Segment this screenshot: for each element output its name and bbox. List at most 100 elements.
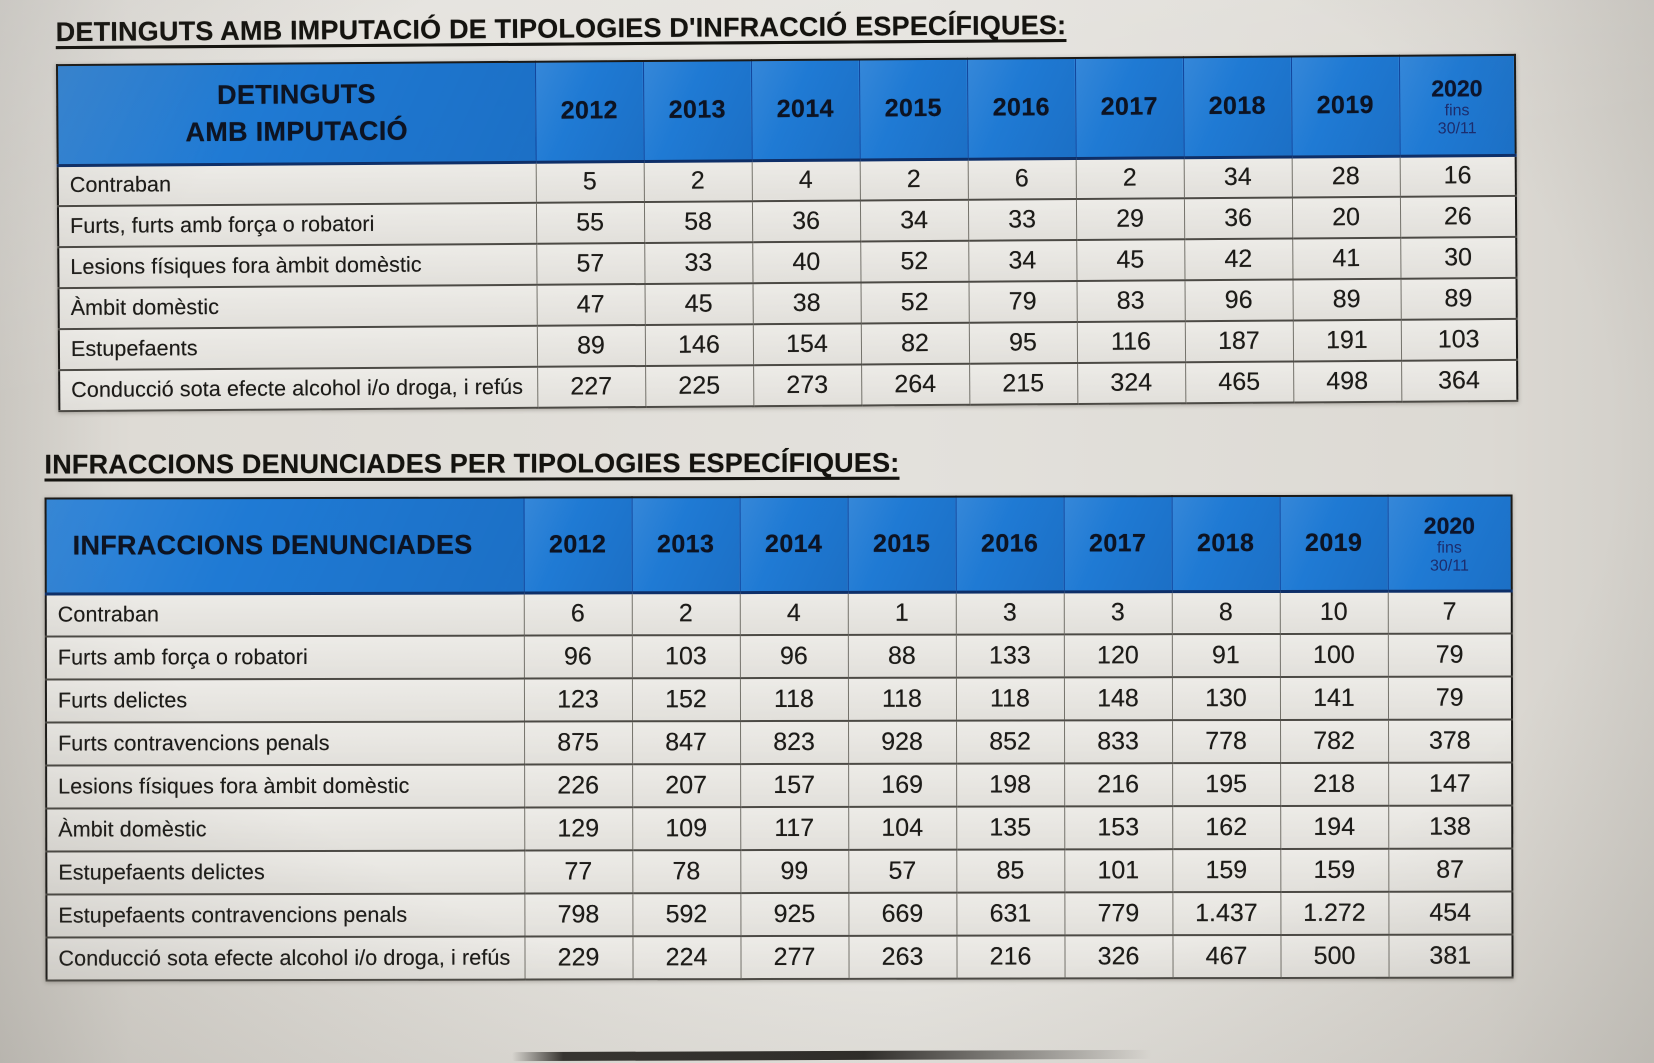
row-label: Contraban <box>57 161 536 207</box>
value-cell: 823 <box>740 720 849 765</box>
value-cell: 779 <box>1064 892 1173 936</box>
value-cell: 29 <box>1075 198 1185 240</box>
value-cell: 592 <box>632 893 741 937</box>
value-cell: 216 <box>1064 763 1173 807</box>
row-label: Àmbit domèstic <box>58 284 537 330</box>
row-label: Lesions físiques fora àmbit domèstic <box>46 764 525 809</box>
table-row: Àmbit domèstic 129 109 117 104 135 153 162 194 13… <box>46 805 1513 852</box>
value-cell: 227 <box>537 365 646 408</box>
value-cell: 225 <box>645 365 754 407</box>
value-cell: 7 <box>1387 590 1512 634</box>
year-header: 2019 <box>1279 495 1388 591</box>
value-cell: 20 <box>1291 196 1401 239</box>
value-cell: 326 <box>1064 935 1173 979</box>
value-cell: 55 <box>535 201 645 244</box>
value-cell: 191 <box>1292 319 1402 362</box>
section-title-infraccions: INFRACCIONS DENUNCIADES PER TIPOLOGIES E… <box>44 447 900 480</box>
value-cell: 229 <box>524 936 633 980</box>
value-cell: 118 <box>739 677 849 722</box>
value-cell: 103 <box>1400 318 1518 361</box>
row-label: Furts amb força o robatori <box>45 635 524 680</box>
value-cell: 34 <box>1183 156 1292 199</box>
value-cell: 381 <box>1388 934 1513 978</box>
value-cell: 153 <box>1064 806 1173 850</box>
value-cell: 1 <box>847 591 956 635</box>
value-cell: 6 <box>967 157 1076 200</box>
final-year-label: 2020 <box>1423 513 1475 540</box>
value-cell: 78 <box>632 850 741 894</box>
table-row: Lesions físiques fora àmbit domèstic 226 2… <box>46 762 1513 809</box>
value-cell: 89 <box>536 324 646 367</box>
value-cell: 141 <box>1279 676 1389 720</box>
value-cell: 798 <box>524 893 633 937</box>
value-cell: 3 <box>1063 591 1172 635</box>
value-cell: 8 <box>1171 590 1280 635</box>
value-cell: 2 <box>643 160 752 202</box>
value-cell: 159 <box>1172 848 1281 893</box>
value-cell: 79 <box>968 280 1077 323</box>
year-header: 2012 <box>534 61 644 162</box>
value-cell: 118 <box>847 677 957 721</box>
final-year-note1: fins <box>1436 539 1462 557</box>
year-header: 2018 <box>1171 495 1280 592</box>
value-cell: 118 <box>955 677 1065 721</box>
value-cell: 123 <box>523 678 633 722</box>
row-label: Furts delictes <box>45 678 525 723</box>
infraccions-table: INFRACCIONS DENUNCIADES 2012 2013 2014 2015… <box>44 494 1514 982</box>
value-cell: 157 <box>740 763 849 808</box>
year-header: 2018 <box>1182 56 1292 158</box>
value-cell: 129 <box>524 807 633 851</box>
value-cell: 847 <box>632 721 741 765</box>
year-header: 2014 <box>739 496 848 593</box>
value-cell: 40 <box>752 241 861 284</box>
value-cell: 10 <box>1279 590 1388 634</box>
value-cell: 3 <box>955 591 1064 635</box>
photo-bottom-edge-shadow <box>511 1049 1153 1062</box>
value-cell: 778 <box>1172 719 1281 764</box>
table-row: Contraban 6 2 4 1 3 3 8 10 7 <box>45 590 1512 637</box>
final-year-note2: 30/11 <box>1429 557 1469 575</box>
table-row: Estupefaents delictes 77 78 99 57 85 101 159 159… <box>46 848 1513 895</box>
value-cell: 100 <box>1279 633 1388 677</box>
value-cell: 378 <box>1388 719 1513 763</box>
value-cell: 1.437 <box>1172 891 1281 936</box>
year-header: 2017 <box>1074 57 1184 158</box>
year-header: 2013 <box>642 60 752 161</box>
value-cell: 95 <box>968 321 1078 364</box>
value-cell: 41 <box>1292 237 1401 280</box>
value-cell: 16 <box>1399 154 1516 197</box>
year-header: 2016 <box>955 496 1064 592</box>
value-cell: 52 <box>860 281 969 324</box>
detinguts-table: DETINGUTS AMB IMPUTACIÓ 2012 2013 2014 2015… <box>55 53 1519 413</box>
table-corner-label: DETINGUTS AMB IMPUTACIÓ <box>56 61 536 166</box>
value-cell: 875 <box>524 721 633 765</box>
value-cell: 782 <box>1280 719 1389 763</box>
value-cell: 263 <box>848 935 957 979</box>
row-label: Conducció sota efecte alcohol i/o droga,… <box>59 366 538 412</box>
table-row: Conducció sota efecte alcohol i/o droga,… <box>46 934 1513 981</box>
value-cell: 273 <box>753 364 862 407</box>
value-cell: 42 <box>1184 238 1293 281</box>
value-cell: 117 <box>740 806 849 851</box>
value-cell: 925 <box>740 892 849 937</box>
value-cell: 146 <box>644 324 754 366</box>
section-infraccions: INFRACCIONS DENUNCIADES PER TIPOLOGIES E… <box>44 446 1514 982</box>
value-cell: 104 <box>848 806 957 850</box>
year-2020-header: 2020 fins 30/11 <box>1398 54 1516 156</box>
value-cell: 87 <box>1388 848 1513 892</box>
value-cell: 57 <box>848 849 957 893</box>
value-cell: 2 <box>859 158 968 201</box>
table-corner-label: INFRACCIONS DENUNCIADES <box>45 497 524 594</box>
row-label: Furts contravencions penals <box>46 721 525 766</box>
year-header: 2013 <box>631 497 740 593</box>
value-cell: 465 <box>1185 361 1294 404</box>
value-cell: 226 <box>524 764 633 808</box>
value-cell: 36 <box>751 200 861 243</box>
value-cell: 36 <box>1183 197 1293 240</box>
value-cell: 45 <box>644 283 753 325</box>
value-cell: 500 <box>1280 934 1389 978</box>
value-cell: 195 <box>1172 762 1281 807</box>
final-year-note2: 30/11 <box>1437 119 1477 138</box>
row-label: Conducció sota efecte alcohol i/o droga,… <box>46 936 525 981</box>
value-cell: 82 <box>860 322 970 365</box>
